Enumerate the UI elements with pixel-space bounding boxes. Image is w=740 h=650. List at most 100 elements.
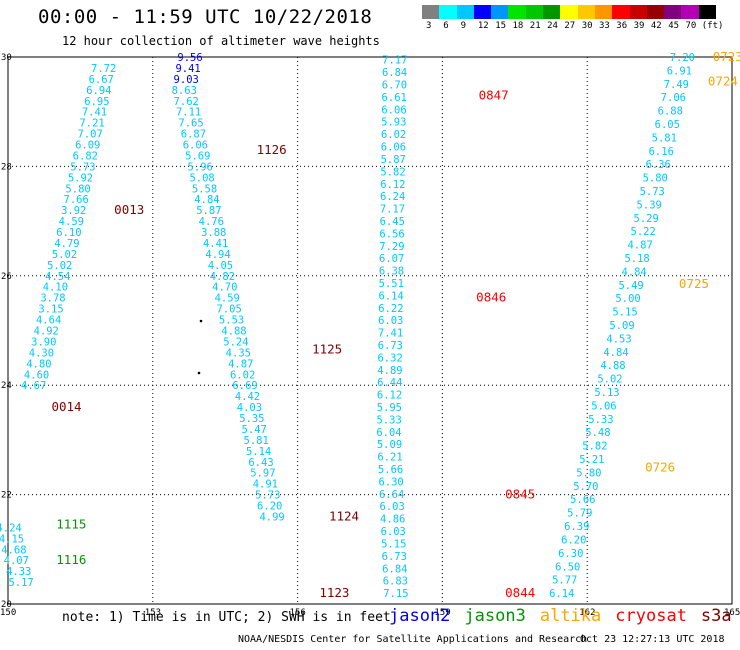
wave-height-value: 4.68	[1, 544, 26, 556]
color-swatch	[629, 5, 647, 19]
color-swatch	[456, 5, 474, 19]
wave-height-value: 4.79	[54, 238, 79, 250]
color-scale-bar	[422, 5, 717, 19]
footer-credit: NOAA/NESDIS Center for Satellite Applica…	[238, 634, 588, 645]
wave-height-value: 5.82	[380, 166, 405, 178]
wave-height-value: 6.69	[232, 380, 257, 392]
wave-height-value: 5.24	[223, 336, 248, 348]
wave-height-value: 5.80	[65, 183, 90, 195]
color-scale-label: 42	[650, 21, 662, 31]
wave-height-value: 5.96	[188, 161, 213, 173]
color-swatch	[543, 5, 561, 19]
wave-height-value: 5.73	[640, 186, 665, 198]
legend-cryosat: cryosat	[615, 606, 687, 626]
wave-height-value: 7.15	[383, 588, 408, 600]
color-scale-label: 45	[668, 21, 680, 31]
map-title: 00:00 - 11:59 UTC 10/22/2018	[38, 6, 373, 28]
y-tick-label: 24	[1, 381, 12, 391]
wave-height-value: 6.06	[381, 104, 406, 116]
wave-height-value: 5.13	[594, 387, 619, 399]
wave-height-value: 6.30	[378, 476, 403, 488]
wave-height-value: 4.92	[34, 326, 59, 338]
wave-height-value: 6.05	[655, 119, 680, 131]
wave-height-value: 7.17	[382, 55, 407, 67]
wave-height-value: 5.70	[573, 481, 598, 493]
legend-jason3: jason3	[464, 606, 526, 626]
wave-height-value: 6.12	[377, 390, 402, 402]
wave-height-value: 6.83	[383, 576, 408, 588]
wave-height-value: 5.80	[643, 173, 668, 185]
wave-height-value: 6.87	[181, 129, 206, 141]
color-swatch	[698, 5, 717, 19]
wave-height-value: 4.89	[377, 365, 402, 377]
wave-height-value: 5.33	[377, 414, 402, 426]
color-swatch	[508, 5, 526, 19]
wave-height-value: 6.73	[382, 551, 407, 563]
legend-altika: altika	[539, 606, 602, 626]
color-swatch	[664, 5, 682, 19]
wave-height-value: 4.07	[4, 555, 29, 567]
wave-height-value: 7.21	[79, 118, 104, 130]
color-swatch	[612, 5, 630, 19]
wave-height-value: 6.14	[549, 588, 574, 600]
wave-height-value: 6.50	[555, 561, 580, 573]
pass-time-label: 0725	[679, 276, 709, 291]
wave-height-value: 6.61	[382, 92, 407, 104]
wave-height-value: 4.53	[606, 333, 631, 345]
wave-height-value: 6.12	[380, 179, 405, 191]
wave-height-value: 6.36	[646, 159, 671, 171]
wave-height-value: 4.33	[6, 566, 31, 578]
wave-height-value: 5.79	[567, 508, 592, 520]
wave-height-value: 5.93	[381, 117, 406, 129]
wave-height-value: 4.84	[194, 194, 219, 206]
wave-height-value: 5.09	[609, 320, 634, 332]
wave-height-value: 4.10	[43, 282, 68, 294]
pass-time-label: 1116	[56, 552, 86, 567]
color-scale-label: 3	[426, 21, 432, 31]
wave-height-value: 6.45	[380, 216, 405, 228]
wave-height-value: 7.49	[664, 79, 689, 91]
wave-height-value: 6.84	[382, 563, 407, 575]
legend-jason2: jason2	[389, 606, 451, 626]
wave-height-value: 4.30	[29, 347, 54, 359]
color-scale-label: 30	[581, 21, 593, 31]
wave-height-value: 4.59	[59, 216, 84, 228]
wave-height-value: 6.09	[75, 140, 100, 152]
wave-height-value: 4.70	[212, 282, 237, 294]
color-swatch	[525, 5, 544, 19]
wave-height-value: 5.77	[552, 575, 577, 587]
x-tick-label: 165	[724, 608, 740, 618]
wave-height-value: 6.03	[378, 315, 403, 327]
color-swatch	[577, 5, 595, 19]
wave-height-value: 9.03	[174, 74, 199, 86]
wave-height-value: 5.73	[255, 490, 280, 502]
wave-height-value: 4.84	[621, 266, 646, 278]
wave-height-value: 4.05	[208, 260, 233, 272]
x-tick-label: 156	[290, 608, 306, 618]
wave-height-value: 4.87	[628, 240, 653, 252]
color-swatch	[473, 5, 492, 19]
wave-height-value: 5.22	[631, 226, 656, 238]
wave-height-value: 9.41	[175, 63, 200, 75]
wave-height-value: 4.88	[600, 360, 625, 372]
wave-height-value: 6.21	[377, 452, 402, 464]
wave-height-value: 7.29	[379, 241, 404, 253]
legend-s3a: s3a	[700, 606, 732, 626]
wave-height-value: 5.35	[239, 413, 264, 425]
color-scale-label: 21	[529, 21, 541, 31]
wave-height-value: 5.09	[377, 439, 402, 451]
wave-height-value: 6.20	[561, 534, 586, 546]
wave-height-value: 4.82	[210, 271, 235, 283]
wave-height-value: 5.81	[652, 132, 677, 144]
wave-height-value: 5.08	[189, 172, 214, 184]
color-scale-label: 33	[599, 21, 610, 31]
color-scale-label: (ft)	[701, 21, 724, 31]
color-swatch	[422, 5, 440, 19]
wave-height-value: 4.64	[36, 315, 61, 327]
satellite-legend: jason2 jason3 altika cryosat s3a	[389, 606, 740, 626]
pass-time-label: 0013	[114, 202, 144, 217]
color-swatch	[560, 5, 578, 19]
color-scale-label: 27	[564, 21, 576, 31]
wave-height-value: 6.03	[381, 526, 406, 538]
